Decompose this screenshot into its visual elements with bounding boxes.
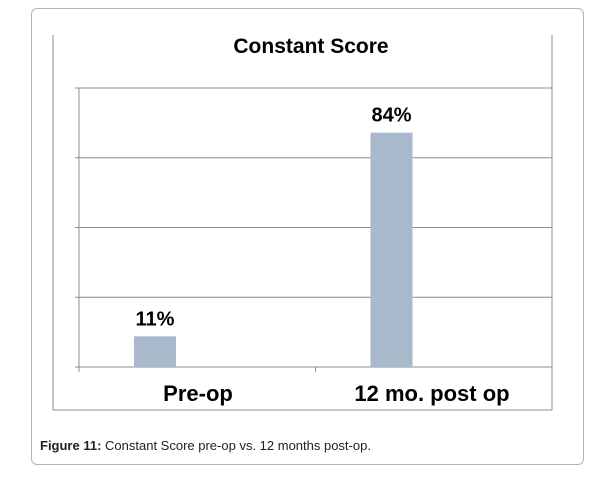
bar	[370, 132, 413, 367]
figure-caption: Figure 11: Constant Score pre-op vs. 12 …	[40, 438, 371, 453]
bar	[134, 336, 176, 367]
caption-label: Figure 11:	[40, 438, 102, 453]
data-label: 84%	[371, 105, 411, 127]
figure-frame	[31, 8, 584, 465]
chart-title: Constant Score	[233, 35, 388, 58]
category-label: 12 mo. post op	[354, 381, 509, 406]
category-label: Pre-op	[163, 381, 233, 406]
data-label: 11%	[136, 308, 175, 330]
caption-text: Constant Score pre-op vs. 12 months post…	[101, 438, 371, 453]
